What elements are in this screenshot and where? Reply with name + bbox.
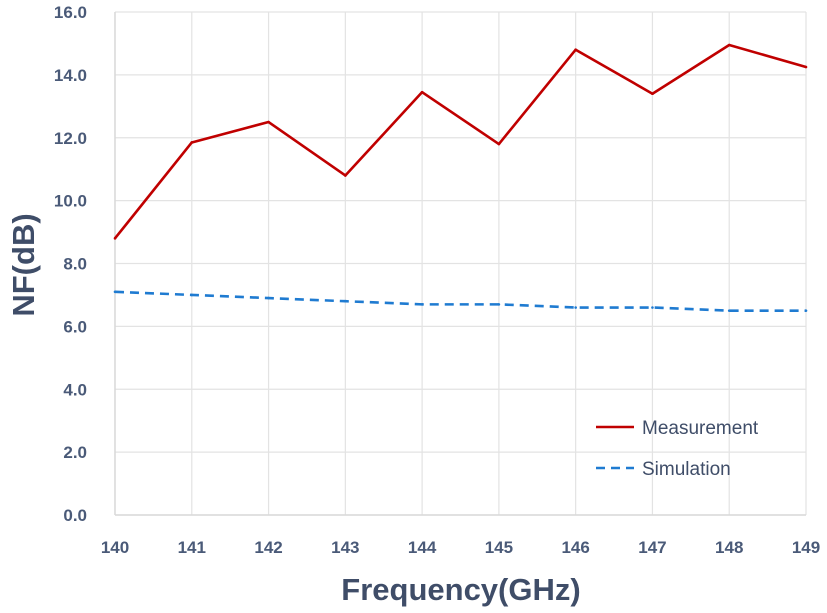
x-tick-label: 146	[561, 538, 589, 557]
y-tick-label: 8.0	[63, 255, 87, 274]
legend-label-measurement: Measurement	[642, 418, 759, 439]
y-tick-label: 6.0	[63, 317, 87, 336]
measurement-point	[190, 141, 194, 144]
y-tick-labels: 0.0 2.0 4.0 6.0 8.0 10.0 12.0 14.0 16.0	[54, 3, 87, 525]
measurement-point	[344, 174, 347, 177]
simulation-point	[420, 303, 424, 306]
simulation-point	[113, 290, 117, 294]
y-tick-label: 10.0	[54, 192, 87, 211]
y-tick-label: 16.0	[54, 3, 87, 22]
simulation-point	[804, 309, 808, 312]
y-axis-title: NF(dB)	[6, 213, 41, 316]
y-tick-label: 4.0	[63, 380, 87, 399]
simulation-point	[344, 299, 347, 303]
gridlines	[114, 11, 807, 516]
simulation-line	[114, 290, 806, 312]
simulation-point	[190, 293, 194, 297]
x-tick-label: 147	[638, 538, 666, 557]
simulation-point	[727, 309, 731, 312]
x-tick-label: 148	[715, 538, 743, 557]
measurement-point	[497, 142, 501, 146]
y-tick-label: 0.0	[63, 506, 87, 525]
simulation-point	[267, 296, 270, 300]
measurement-point	[113, 237, 117, 240]
x-tick-label: 149	[792, 538, 820, 557]
legend-label-simulation: Simulation	[642, 459, 731, 480]
y-tick-label: 12.0	[54, 129, 87, 148]
x-tick-labels: 140 141 142 143 144 145 146 147 148 149	[101, 538, 820, 557]
measurement-point	[574, 48, 577, 52]
simulation-point	[574, 306, 577, 309]
series-layer	[113, 43, 808, 312]
measurement-point	[727, 43, 731, 47]
x-tick-label: 143	[331, 538, 359, 557]
measurement-point	[651, 92, 654, 96]
x-tick-label: 144	[408, 538, 437, 557]
x-axis-title: Frequency(GHz)	[341, 572, 580, 607]
y-tick-label: 2.0	[63, 443, 87, 462]
simulation-point	[497, 303, 501, 306]
x-tick-label: 142	[254, 538, 282, 557]
x-tick-label: 145	[485, 538, 513, 557]
legend: Measurement Simulation	[596, 418, 759, 480]
y-tick-label: 14.0	[54, 66, 87, 85]
x-tick-label: 140	[101, 538, 129, 557]
measurement-line	[113, 43, 807, 240]
simulation-point	[651, 306, 654, 309]
measurement-point	[420, 90, 424, 94]
measurement-point	[267, 120, 270, 124]
x-tick-label: 141	[178, 538, 206, 557]
measurement-point	[804, 65, 808, 69]
